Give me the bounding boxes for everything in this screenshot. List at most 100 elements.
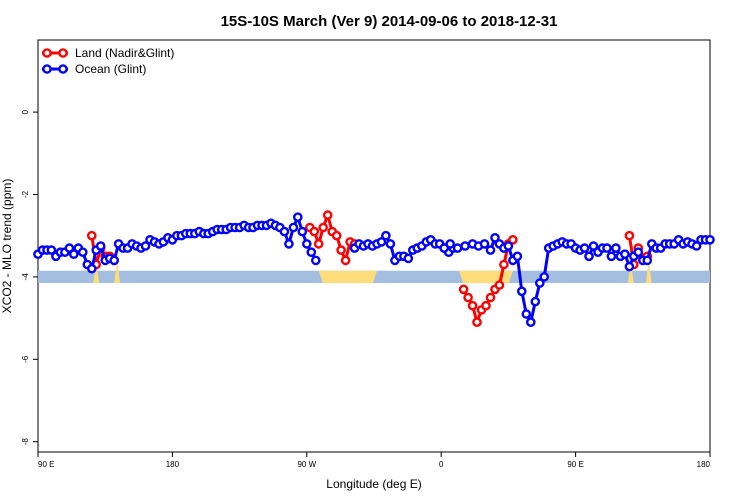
data-point: [490, 232, 500, 243]
x-tick-label: 90 E: [567, 460, 583, 469]
legend-entry-land: Land (Nadir&Glint): [42, 46, 174, 60]
legend-marker: [58, 48, 68, 58]
data-point: [691, 241, 702, 251]
data-point: [46, 245, 57, 255]
y-tick-label: 0: [21, 109, 30, 114]
legend-entry-ocean: Ocean (Glint): [42, 62, 146, 76]
data-point: [705, 234, 715, 245]
y-axis: 0 -2 -4 -6 -8: [21, 109, 38, 445]
data-point: [472, 317, 482, 328]
data-point: [602, 243, 612, 253]
data-point: [521, 309, 532, 319]
legend: Land (Nadir&Glint) Ocean (Glint): [42, 46, 174, 76]
y-tick-label: -4: [21, 273, 30, 281]
data-point: [87, 230, 97, 241]
data-point: [318, 222, 329, 233]
data-point: [642, 255, 653, 266]
data-point: [624, 230, 635, 241]
data-point: [313, 239, 324, 249]
data-point: [485, 292, 496, 303]
data-point: [624, 261, 635, 272]
x-axis: 90 E 180 90 W 0 90 E 180: [37, 452, 711, 469]
data-point: [292, 212, 303, 222]
data-point: [633, 247, 644, 257]
data-point: [535, 278, 545, 288]
data-point: [606, 251, 617, 262]
data-point: [284, 239, 294, 249]
land-band-segment-1: [459, 270, 513, 284]
data-point: [530, 296, 541, 307]
land-band-peak-1: [114, 260, 121, 284]
legend-marker: [42, 64, 52, 74]
data-point: [512, 251, 523, 262]
legend-label: Land (Nadir&Glint): [75, 46, 174, 60]
data-point: [479, 239, 490, 249]
data-point: [485, 245, 496, 255]
data-point: [109, 255, 119, 266]
legend-marker: [58, 64, 68, 74]
data-point: [620, 249, 630, 259]
y-tick-label: -8: [21, 438, 30, 446]
data-point: [539, 272, 550, 282]
x-tick-label: 90 W: [297, 460, 316, 469]
data-point: [463, 292, 473, 303]
x-tick-label: 90 E: [38, 460, 54, 469]
y-tick-label: -6: [21, 355, 30, 363]
data-point: [309, 226, 320, 237]
plot-frame: [37, 39, 711, 453]
data-point: [297, 226, 308, 237]
data-point: [78, 247, 88, 257]
data-point: [460, 241, 470, 251]
data-point: [481, 300, 491, 311]
data-point: [322, 210, 333, 220]
data-point: [331, 230, 342, 241]
data-point: [403, 253, 414, 264]
data-point: [87, 263, 97, 274]
data-point: [69, 249, 79, 259]
x-tick-label: 0: [439, 460, 444, 469]
data-point: [508, 234, 518, 245]
data-point: [301, 239, 312, 249]
y-axis-label: XCO2 - MLO trend (ppm): [0, 179, 14, 314]
data-point: [458, 284, 469, 295]
data-point: [376, 237, 387, 247]
data-point: [588, 241, 599, 251]
data-point: [579, 243, 590, 253]
series-ocean: [33, 212, 715, 328]
land-band-peak-2: [627, 262, 634, 284]
data-point: [140, 241, 151, 251]
data-point: [95, 241, 106, 251]
plot-area: [33, 39, 715, 453]
data-point: [336, 245, 346, 255]
series-layer: [33, 210, 715, 328]
data-point: [526, 317, 536, 328]
y-tick-label: -2: [21, 190, 30, 198]
data-point: [494, 280, 505, 290]
data-point: [279, 226, 290, 237]
data-point: [381, 230, 391, 241]
land-band-peak-0: [93, 262, 100, 284]
land-band-segment-0: [318, 270, 377, 284]
data-point: [306, 247, 317, 257]
data-point: [439, 243, 450, 253]
data-point: [584, 251, 594, 262]
data-point: [385, 239, 396, 249]
x-tick-label: 180: [166, 460, 180, 469]
legend-marker: [42, 48, 52, 58]
land-ocean-band: [38, 260, 710, 284]
data-point: [288, 222, 299, 233]
data-point: [310, 255, 321, 266]
data-point: [64, 243, 75, 253]
data-point: [445, 239, 456, 249]
series-land: [87, 210, 653, 328]
data-point: [503, 241, 514, 251]
legend-label: Ocean (Glint): [75, 62, 146, 76]
data-point: [340, 255, 351, 266]
data-point: [452, 243, 463, 253]
land-band-peak-3: [645, 260, 652, 284]
data-point: [467, 300, 478, 311]
x-axis-label: Longitude (deg E): [326, 477, 421, 491]
x-tick-label: 180: [697, 460, 711, 469]
chart-title: 15S-10S March (Ver 9) 2014-09-06 to 2018…: [221, 13, 558, 30]
